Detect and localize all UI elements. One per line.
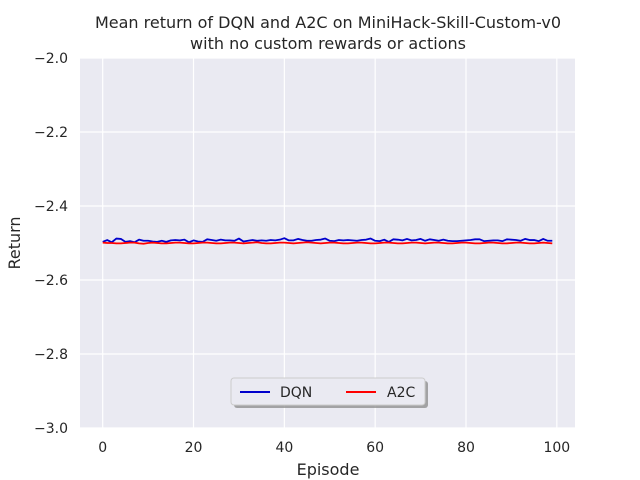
x-tick-label: 100 — [543, 440, 570, 456]
x-tick-label: 60 — [366, 440, 384, 456]
y-tick-label: −3.0 — [34, 421, 68, 437]
x-tick-label: 40 — [275, 440, 293, 456]
y-tick-labels: −3.0 −2.8 −2.6 −2.4 −2.2 −2.0 — [34, 51, 68, 437]
y-tick-label: −2.0 — [34, 51, 68, 67]
y-tick-label: −2.8 — [34, 347, 68, 363]
y-axis-label: Return — [5, 216, 24, 269]
chart-subtitle: with no custom rewards or actions — [190, 34, 466, 53]
chart-title: Mean return of DQN and A2C on MiniHack-S… — [95, 13, 561, 32]
y-tick-label: −2.4 — [34, 199, 68, 215]
series-layer — [102, 237, 553, 245]
series-line-dqn — [102, 237, 553, 244]
x-tick-label: 0 — [98, 440, 107, 456]
legend: DQN A2C — [230, 377, 428, 408]
x-tick-labels: 0 20 40 60 80 100 — [98, 440, 570, 456]
x-tick-label: 80 — [457, 440, 475, 456]
legend-label-a2c: A2C — [387, 385, 415, 401]
series-line-a2c — [102, 241, 553, 245]
y-tick-label: −2.2 — [34, 125, 68, 141]
x-axis-label: Episode — [297, 460, 360, 479]
legend-label-dqn: DQN — [280, 385, 312, 401]
x-tick-label: 20 — [185, 440, 203, 456]
legend-box — [230, 377, 426, 406]
y-tick-label: −2.6 — [34, 273, 68, 289]
